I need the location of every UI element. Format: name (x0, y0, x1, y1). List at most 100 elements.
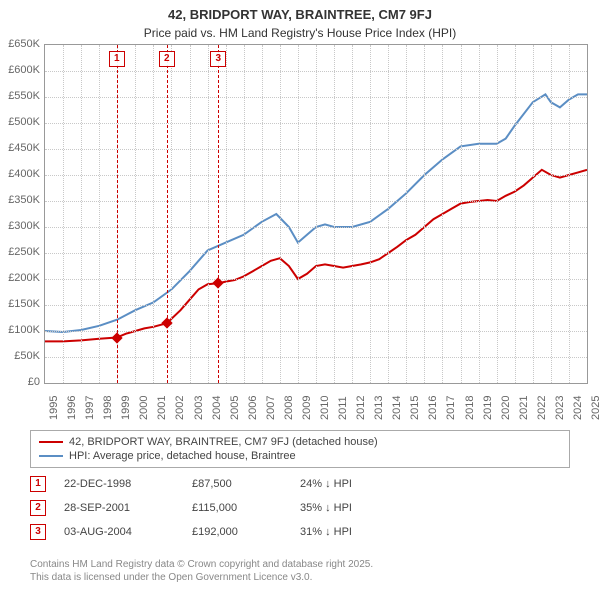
event-marker-box: 3 (210, 51, 226, 67)
gridline-v (63, 45, 64, 383)
gridline-v (370, 45, 371, 383)
gridline-v (226, 45, 227, 383)
x-axis: 1995199619971998199920002001200220032004… (44, 384, 588, 424)
gridline-v (99, 45, 100, 383)
x-tick-label: 2000 (138, 396, 150, 420)
x-tick-label: 2008 (283, 396, 295, 420)
gridline-v (171, 45, 172, 383)
x-tick-label: 2021 (518, 396, 530, 420)
plot-area: 1 2 3 (44, 44, 588, 384)
gridline-v (334, 45, 335, 383)
gridline-v (316, 45, 317, 383)
gridline-v (424, 45, 425, 383)
gridline-v (135, 45, 136, 383)
event-row: 303-AUG-2004£192,00031% ↓ HPI (30, 520, 570, 544)
y-tick-label: £300K (0, 220, 40, 232)
x-tick-label: 2018 (464, 396, 476, 420)
gridline-v (406, 45, 407, 383)
event-number: 3 (30, 524, 46, 540)
event-number: 2 (30, 500, 46, 516)
gridline-v (533, 45, 534, 383)
gridline-v (479, 45, 480, 383)
legend-label: HPI: Average price, detached house, Brai… (69, 450, 296, 462)
chart-subtitle: Price paid vs. HM Land Registry's House … (0, 26, 600, 40)
event-diff: 35% ↓ HPI (300, 502, 400, 514)
y-tick-label: £150K (0, 298, 40, 310)
y-axis: £0£50K£100K£150K£200K£250K£300K£350K£400… (0, 44, 44, 424)
y-tick-label: £0 (0, 376, 40, 388)
x-tick-label: 2011 (337, 396, 349, 420)
x-tick-label: 2016 (427, 396, 439, 420)
legend: 42, BRIDPORT WAY, BRAINTREE, CM7 9FJ (de… (30, 430, 570, 468)
legend-row: HPI: Average price, detached house, Brai… (39, 449, 561, 463)
gridline-v (280, 45, 281, 383)
x-tick-label: 2017 (445, 396, 457, 420)
x-tick-label: 2002 (174, 396, 186, 420)
event-line (167, 45, 168, 383)
legend-swatch (39, 455, 63, 457)
y-tick-label: £50K (0, 350, 40, 362)
gridline-v (388, 45, 389, 383)
gridline-v (515, 45, 516, 383)
x-tick-label: 2010 (319, 396, 331, 420)
event-date: 03-AUG-2004 (64, 526, 174, 538)
gridline-v (190, 45, 191, 383)
x-tick-label: 2025 (590, 396, 600, 420)
legend-label: 42, BRIDPORT WAY, BRAINTREE, CM7 9FJ (de… (69, 436, 378, 448)
event-number: 1 (30, 476, 46, 492)
legend-row: 42, BRIDPORT WAY, BRAINTREE, CM7 9FJ (de… (39, 435, 561, 449)
event-row: 2 28-SEP-2001 £115,000 35% ↓ HPI (30, 496, 570, 520)
y-tick-label: £200K (0, 272, 40, 284)
y-tick-label: £450K (0, 142, 40, 154)
gridline-v (569, 45, 570, 383)
gridline-v (208, 45, 209, 383)
gridline-v (153, 45, 154, 383)
x-tick-label: 2014 (391, 396, 403, 420)
event-date: 28-SEP-2001 (64, 502, 174, 514)
x-tick-label: 1996 (66, 396, 78, 420)
gridline-v (298, 45, 299, 383)
x-tick-label: 2015 (409, 396, 421, 420)
legend-swatch (39, 441, 63, 443)
x-tick-label: 2001 (156, 396, 168, 420)
chart-title: 42, BRIDPORT WAY, BRAINTREE, CM7 9FJ (0, 0, 600, 24)
x-tick-label: 2003 (193, 396, 205, 420)
events-table: 122-DEC-1998£87,50024% ↓ HPI 2 28-SEP-2001… (30, 472, 570, 544)
chart-area: £0£50K£100K£150K£200K£250K£300K£350K£400… (0, 44, 600, 424)
y-tick-label: £600K (0, 64, 40, 76)
y-tick-label: £500K (0, 116, 40, 128)
event-diff: 31% ↓ HPI (300, 526, 400, 538)
y-tick-label: £350K (0, 194, 40, 206)
gridline-v (551, 45, 552, 383)
x-tick-label: 2012 (355, 396, 367, 420)
x-tick-label: 2024 (572, 396, 584, 420)
x-tick-label: 2023 (554, 396, 566, 420)
gridline-v (352, 45, 353, 383)
x-tick-label: 2013 (373, 396, 385, 420)
gridline-v (497, 45, 498, 383)
x-tick-label: 2020 (500, 396, 512, 420)
y-tick-label: £400K (0, 168, 40, 180)
gridline-v (81, 45, 82, 383)
x-tick-label: 1998 (102, 396, 114, 420)
gridline-v (442, 45, 443, 383)
y-tick-label: £650K (0, 38, 40, 50)
x-tick-label: 1999 (120, 396, 132, 420)
event-price: £115,000 (192, 502, 282, 514)
event-marker-box: 2 (159, 51, 175, 67)
event-marker-box: 1 (109, 51, 125, 67)
y-tick-label: £100K (0, 324, 40, 336)
event-row: 122-DEC-1998£87,50024% ↓ HPI (30, 472, 570, 496)
attribution-line: This data is licensed under the Open Gov… (30, 571, 570, 584)
x-tick-label: 2022 (536, 396, 548, 420)
attribution: Contains HM Land Registry data © Crown c… (30, 558, 570, 584)
gridline-v (262, 45, 263, 383)
y-tick-label: £550K (0, 90, 40, 102)
gridline-v (461, 45, 462, 383)
gridline-v (244, 45, 245, 383)
attribution-line: Contains HM Land Registry data © Crown c… (30, 558, 570, 571)
x-tick-label: 2019 (482, 396, 494, 420)
event-line (218, 45, 219, 383)
event-price: £87,500 (192, 478, 282, 490)
x-tick-label: 2004 (211, 396, 223, 420)
